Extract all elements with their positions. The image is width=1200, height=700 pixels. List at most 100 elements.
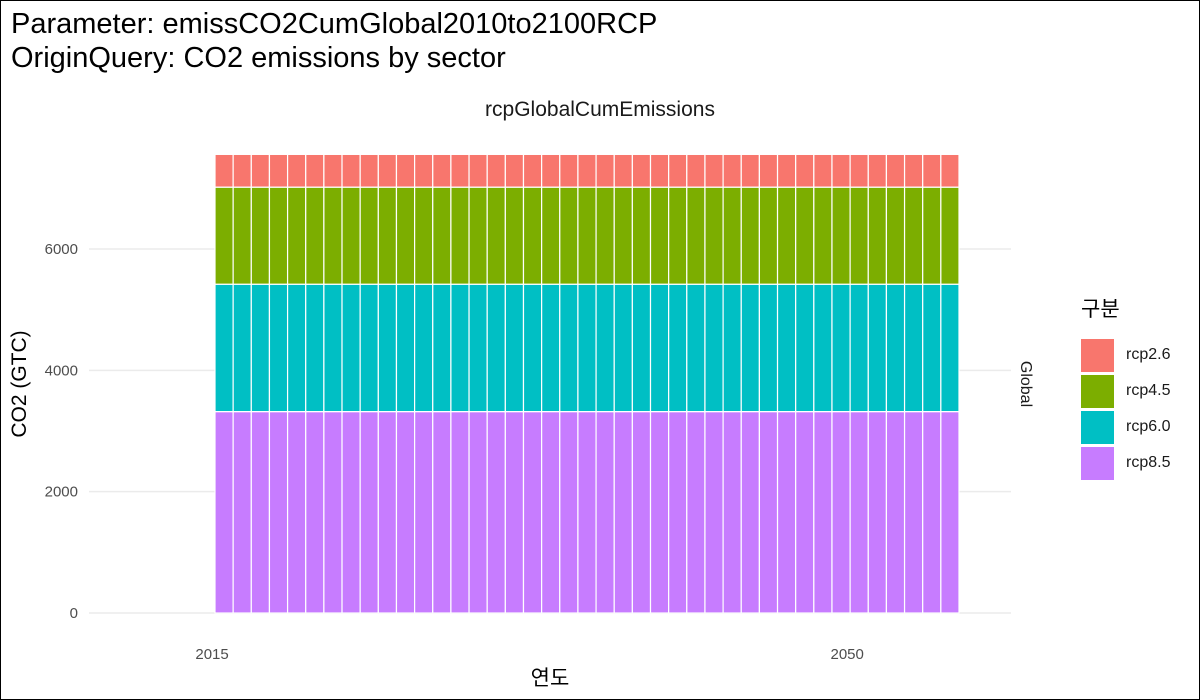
bar-rcp6.0-2033	[541, 283, 561, 413]
facet-strip-label: Global	[1017, 361, 1034, 407]
y-tick-label-2000: 2000	[45, 484, 78, 501]
axis-layer: 0 2000 4000 6000 2015 2050 연도 CO2 (GTC) Global	[8, 241, 1034, 690]
bar-rcp4.5-2055	[940, 186, 960, 285]
bar-rcp6.0-2044	[740, 283, 760, 413]
bar-rcp6.0-2045	[758, 283, 779, 413]
bar-rcp2.6-2035	[577, 153, 597, 188]
bar-rcp6.0-2015	[214, 283, 234, 413]
bar-rcp4.5-2034	[559, 186, 579, 285]
bar-rcp6.0-2048	[813, 283, 833, 413]
bar-rcp4.5-2015	[214, 186, 234, 285]
bar-rcp4.5-2036	[595, 186, 615, 285]
bar-rcp8.5-2025	[395, 411, 416, 614]
bar-rcp4.5-2045	[758, 186, 779, 285]
legend-label-rcp60: rcp6.0	[1126, 418, 1171, 435]
legend-key-rcp60	[1081, 410, 1114, 444]
bar-rcp8.5-2055	[940, 411, 960, 614]
bar-rcp2.6-2019	[286, 153, 307, 188]
bar-rcp4.5-2021	[323, 186, 343, 285]
bar-rcp8.5-2038	[631, 411, 652, 614]
bar-layer	[214, 153, 960, 614]
bar-rcp8.5-2039	[649, 411, 670, 614]
bar-rcp8.5-2027	[432, 411, 452, 614]
bar-rcp8.5-2020	[305, 411, 325, 614]
bar-rcp2.6-2045	[758, 153, 779, 188]
bar-rcp2.6-2032	[522, 153, 543, 188]
bar-rcp2.6-2054	[922, 153, 942, 188]
bar-rcp2.6-2016	[232, 153, 252, 188]
bar-rcp2.6-2046	[776, 153, 797, 188]
bar-rcp8.5-2050	[849, 411, 869, 614]
bar-rcp4.5-2038	[631, 186, 652, 285]
bar-rcp2.6-2017	[250, 153, 271, 188]
bar-rcp4.5-2029	[468, 186, 488, 285]
bar-rcp6.0-2021	[323, 283, 343, 413]
bar-rcp8.5-2021	[323, 411, 343, 614]
bar-rcp4.5-2023	[359, 186, 379, 285]
legend-label-rcp26: rcp2.6	[1126, 346, 1171, 363]
bar-rcp6.0-2038	[631, 283, 652, 413]
bar-rcp8.5-2036	[595, 411, 615, 614]
bar-rcp2.6-2021	[323, 153, 343, 188]
bar-rcp2.6-2050	[849, 153, 869, 188]
bar-rcp6.0-2031	[504, 283, 525, 413]
bar-rcp6.0-2036	[595, 283, 615, 413]
bar-rcp2.6-2047	[795, 153, 815, 188]
bar-rcp4.5-2033	[541, 186, 561, 285]
bar-rcp6.0-2026	[414, 283, 434, 413]
y-tick-label-0: 0	[70, 605, 78, 622]
bar-rcp2.6-2037	[613, 153, 633, 188]
bar-rcp8.5-2049	[831, 411, 851, 614]
bar-rcp8.5-2015	[214, 411, 234, 614]
bar-rcp6.0-2024	[377, 283, 398, 413]
bar-rcp4.5-2025	[395, 186, 416, 285]
bar-rcp6.0-2041	[686, 283, 706, 413]
x-tick-label-2050: 2050	[831, 646, 864, 663]
legend: 구분 rcp2.6 rcp4.5 rcp6.0 rcp8.5	[1081, 293, 1170, 481]
bar-rcp2.6-2023	[359, 153, 379, 188]
bar-rcp4.5-2032	[522, 186, 543, 285]
bar-rcp4.5-2031	[504, 186, 525, 285]
bar-rcp4.5-2049	[831, 186, 851, 285]
bar-rcp4.5-2027	[432, 186, 452, 285]
x-axis-title: 연도	[531, 667, 570, 690]
bar-rcp2.6-2053	[903, 153, 924, 188]
title-line-1: Parameter: emissCO2CumGlobal2010to2100RC…	[11, 8, 658, 40]
legend-item-rcp60: rcp6.0	[1081, 409, 1170, 445]
legend-title: 구분	[1081, 298, 1120, 321]
legend-label-rcp85: rcp8.5	[1126, 454, 1171, 471]
bar-rcp6.0-2030	[486, 283, 506, 413]
bar-rcp8.5-2046	[776, 411, 797, 614]
bar-rcp8.5-2041	[686, 411, 706, 614]
bar-rcp8.5-2029	[468, 411, 488, 614]
y-axis-title: CO2 (GTC)	[8, 330, 31, 437]
bar-rcp2.6-2015	[214, 153, 234, 188]
bar-rcp2.6-2020	[305, 153, 325, 188]
bar-rcp2.6-2039	[649, 153, 670, 188]
bar-rcp6.0-2018	[268, 283, 289, 413]
bar-rcp2.6-2052	[885, 153, 906, 188]
bar-rcp6.0-2025	[395, 283, 416, 413]
bar-rcp2.6-2022	[341, 153, 361, 188]
bar-rcp2.6-2044	[740, 153, 760, 188]
bar-rcp4.5-2022	[341, 186, 361, 285]
bar-rcp8.5-2045	[758, 411, 779, 614]
bar-rcp8.5-2035	[577, 411, 597, 614]
bar-rcp6.0-2020	[305, 283, 325, 413]
legend-key-rcp26	[1081, 338, 1114, 372]
bar-rcp2.6-2036	[595, 153, 615, 188]
bar-rcp2.6-2025	[395, 153, 416, 188]
bar-rcp8.5-2033	[541, 411, 561, 614]
bar-rcp2.6-2024	[377, 153, 398, 188]
bar-rcp8.5-2030	[486, 411, 506, 614]
bar-rcp6.0-2035	[577, 283, 597, 413]
bar-rcp4.5-2048	[813, 186, 833, 285]
bar-rcp6.0-2040	[668, 283, 688, 413]
legend-key-rcp85	[1081, 446, 1114, 480]
bar-rcp2.6-2055	[940, 153, 960, 188]
bar-rcp8.5-2044	[740, 411, 760, 614]
bar-rcp6.0-2034	[559, 283, 579, 413]
bar-rcp4.5-2042	[704, 186, 724, 285]
